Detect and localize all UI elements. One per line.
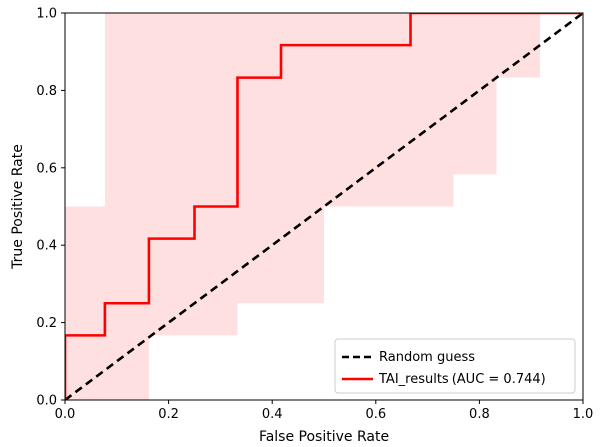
x-tick-label: 1.0 xyxy=(573,407,594,422)
x-tick-label: 0.8 xyxy=(469,407,490,422)
y-tick-label: 0.0 xyxy=(36,394,57,409)
legend: Random guess TAI_results (AUC = 0.744) xyxy=(334,338,576,394)
series-layer xyxy=(65,13,583,400)
y-tick-label: 0.4 xyxy=(36,239,57,254)
legend-auc-text: (AUC = 0.744) xyxy=(452,372,546,387)
plot-frame xyxy=(64,12,584,401)
y-axis-title: True Positive Rate xyxy=(10,144,26,270)
x-axis-title: False Positive Rate xyxy=(259,429,389,445)
x-tick-label: 0.0 xyxy=(55,407,76,422)
y-tick-label: 0.2 xyxy=(36,316,57,331)
y-tick-label: 1.0 xyxy=(36,7,57,22)
legend-label-random-guess: Random guess xyxy=(379,350,475,365)
y-tick-label: 0.8 xyxy=(36,84,57,99)
x-tick-label: 0.2 xyxy=(158,407,179,422)
legend-label-tai-results: TAI_results (AUC = 0.744) xyxy=(378,372,546,387)
legend-box xyxy=(334,338,576,394)
legend-series-name: TAI_results xyxy=(378,372,449,387)
x-tick-label: 0.4 xyxy=(262,407,283,422)
tai-results-roc-line xyxy=(65,13,583,400)
axis-ticks: 0.0 0.2 0.4 0.6 0.8 1.0 0.0 0.2 0.4 0.6 0.8 1.0 xyxy=(36,7,593,423)
y-tick-label: 0.6 xyxy=(36,161,57,176)
random-guess-line xyxy=(65,13,583,400)
x-tick-label: 0.6 xyxy=(365,407,386,422)
